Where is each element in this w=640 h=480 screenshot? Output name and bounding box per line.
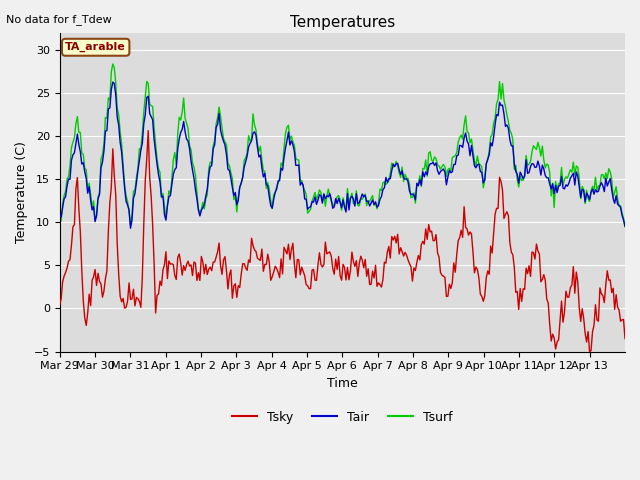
- Text: TA_arable: TA_arable: [65, 42, 126, 52]
- Y-axis label: Temperature (C): Temperature (C): [15, 141, 28, 243]
- Legend: Tsky, Tair, Tsurf: Tsky, Tair, Tsurf: [227, 406, 458, 429]
- X-axis label: Time: Time: [327, 377, 358, 390]
- Text: No data for f_Tdew: No data for f_Tdew: [6, 14, 112, 25]
- Title: Temperatures: Temperatures: [290, 15, 395, 30]
